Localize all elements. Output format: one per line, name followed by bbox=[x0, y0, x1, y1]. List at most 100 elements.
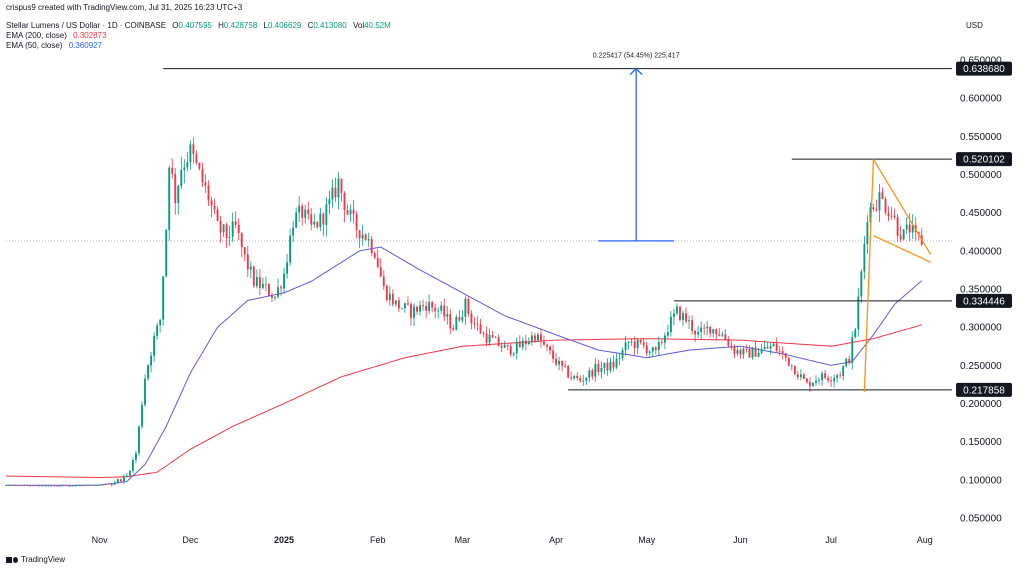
level-price-label: 0.217858 bbox=[963, 385, 1005, 396]
horizontal-levels[interactable]: 0.638680 0.520102 0.334446 0.217858 bbox=[163, 61, 1012, 397]
candle-body bbox=[485, 333, 488, 343]
candle-body bbox=[533, 335, 536, 341]
candle-body bbox=[213, 205, 216, 210]
candle-body bbox=[509, 346, 512, 355]
candle-body bbox=[860, 271, 863, 297]
candle-body bbox=[479, 324, 482, 334]
candle-body bbox=[370, 239, 373, 254]
candle-body bbox=[863, 244, 866, 272]
candle-body bbox=[709, 326, 712, 334]
candle-body bbox=[869, 207, 872, 222]
candles-layer bbox=[5, 137, 952, 487]
candle-body bbox=[657, 342, 660, 350]
candle-body bbox=[325, 204, 328, 225]
candle-body bbox=[135, 453, 137, 460]
symbol-legend-row: Stellar Lumens / US Dollar · 1D · COINBA… bbox=[6, 21, 391, 30]
ema200-value: 0.302873 bbox=[73, 31, 107, 40]
candle-body bbox=[83, 485, 86, 487]
close-label: C bbox=[307, 21, 314, 30]
candle-body bbox=[757, 352, 760, 357]
candle-body bbox=[319, 213, 322, 228]
candle-body bbox=[304, 209, 307, 218]
candle-body bbox=[168, 167, 171, 230]
candle-body bbox=[385, 285, 388, 300]
candle-body bbox=[128, 470, 131, 476]
candle-body bbox=[449, 314, 452, 329]
candle-body bbox=[857, 296, 860, 330]
candle-body bbox=[530, 335, 533, 342]
candle-body bbox=[268, 284, 270, 296]
candle-body bbox=[274, 296, 276, 298]
candle-body bbox=[258, 277, 261, 288]
candle-body bbox=[231, 221, 234, 237]
candle-body bbox=[334, 187, 337, 198]
candle-body bbox=[207, 185, 210, 201]
candle-body bbox=[579, 378, 582, 382]
candle-body bbox=[515, 341, 518, 354]
candle-body bbox=[310, 214, 313, 225]
candle-body bbox=[331, 187, 334, 200]
level-price-tag bbox=[956, 61, 1012, 76]
candle-body bbox=[119, 479, 122, 482]
candle-body bbox=[630, 341, 633, 343]
candle-body bbox=[887, 212, 890, 217]
candle-body bbox=[29, 485, 32, 487]
candle-body bbox=[790, 365, 793, 367]
candle-body bbox=[352, 209, 355, 214]
candle-body bbox=[621, 350, 624, 358]
currency-label: USD bbox=[966, 21, 983, 30]
candle-body bbox=[606, 362, 609, 371]
candle-body bbox=[171, 167, 174, 174]
candle-body bbox=[210, 200, 213, 206]
candle-body bbox=[298, 205, 301, 213]
candle-body bbox=[521, 340, 524, 348]
candle-body bbox=[237, 224, 240, 234]
candle-body bbox=[92, 484, 95, 486]
candle-body bbox=[712, 329, 715, 334]
ema50-legend-row[interactable]: EMA (50, close) 0.360927 bbox=[6, 41, 102, 50]
candle-body bbox=[597, 364, 600, 372]
tradingview-logo-icon bbox=[6, 556, 18, 564]
y-tick-label: 0.200000 bbox=[960, 399, 1002, 410]
candle-body bbox=[189, 144, 192, 163]
candle-body bbox=[14, 485, 17, 486]
candle-body bbox=[609, 361, 612, 371]
y-tick-label: 0.300000 bbox=[960, 323, 1002, 334]
candle-body bbox=[866, 221, 869, 245]
y-tick-label: 0.050000 bbox=[960, 514, 1002, 525]
x-tick-label: Mar bbox=[455, 535, 471, 545]
candle-body bbox=[842, 366, 845, 376]
candle-body bbox=[150, 355, 153, 366]
candle-body bbox=[796, 374, 799, 378]
candle-body bbox=[343, 193, 346, 211]
candle-body bbox=[555, 358, 558, 365]
falling-wedge-drawing[interactable] bbox=[863, 158, 932, 393]
volume-value: 40.52M bbox=[364, 21, 391, 30]
candle-body bbox=[243, 247, 246, 255]
candle-body bbox=[17, 485, 20, 486]
candle-body bbox=[295, 212, 298, 228]
candle-body bbox=[470, 313, 473, 324]
open-value: 0.407595 bbox=[178, 21, 212, 30]
ema200-legend-row[interactable]: EMA (200, close) 0.302873 bbox=[6, 31, 107, 40]
candle-body bbox=[204, 182, 207, 186]
candle-body bbox=[552, 350, 554, 359]
candle-body bbox=[639, 339, 642, 343]
candle-body bbox=[809, 382, 811, 387]
candle-body bbox=[192, 144, 195, 155]
candle-body bbox=[893, 215, 896, 218]
candle-body bbox=[23, 485, 26, 486]
candle-body bbox=[688, 320, 690, 322]
candle-body bbox=[261, 284, 264, 288]
candle-body bbox=[830, 380, 833, 382]
candle-body bbox=[159, 319, 162, 326]
candle-body bbox=[721, 334, 724, 336]
candle-body bbox=[337, 178, 340, 198]
candle-body bbox=[736, 349, 739, 354]
candle-body bbox=[669, 317, 672, 333]
candle-body bbox=[645, 345, 648, 353]
price-range-measure[interactable]: 0.225417 (54.45%) 225,417 bbox=[593, 53, 680, 242]
candle-body bbox=[461, 316, 464, 321]
candle-body bbox=[700, 327, 703, 333]
